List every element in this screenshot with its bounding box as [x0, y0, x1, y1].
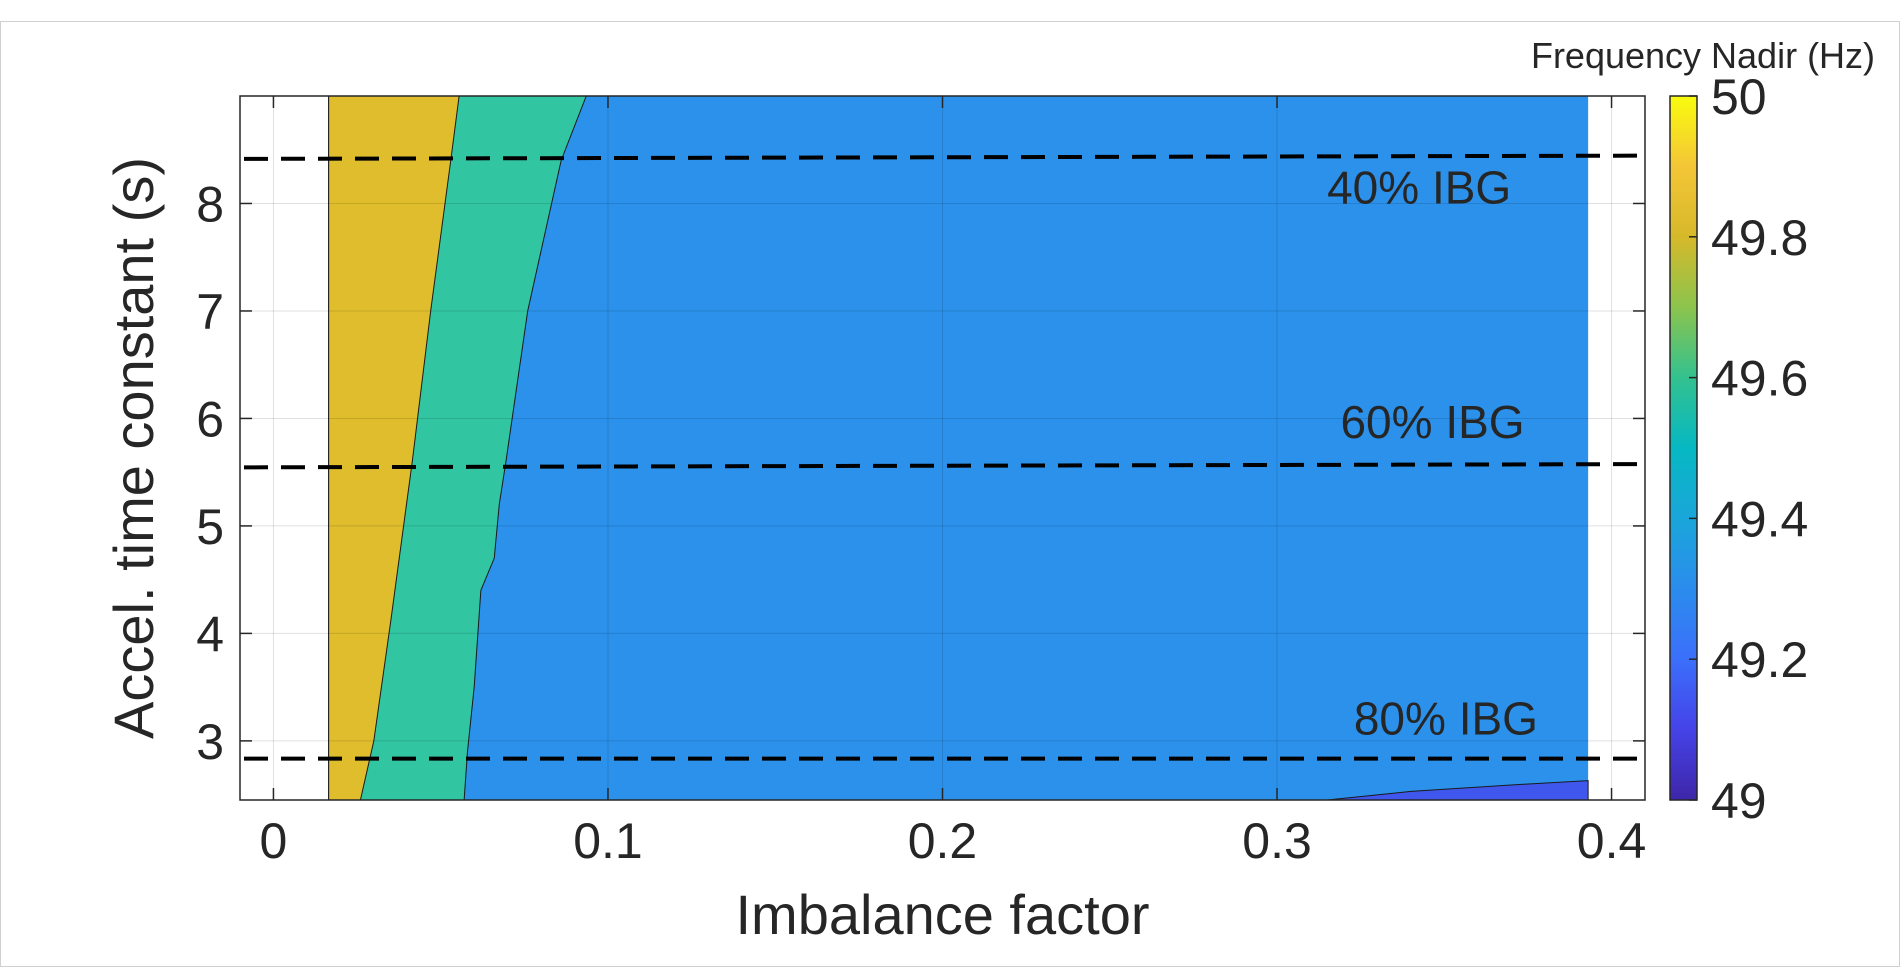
y-axis-label: Accel. time constant (s): [102, 157, 165, 739]
colorbar-bar: [1669, 95, 1698, 801]
colorbar-tick-label: 49.8: [1711, 210, 1808, 266]
x-tick-label: 0: [260, 813, 288, 869]
colorbar-tick-label: 49.2: [1711, 632, 1808, 688]
colorbar-tick-label: 49.4: [1711, 491, 1808, 547]
figure-frame: 0 0.1 0.2 0.3 0.4 3 4 5 6 7 8 40% IBG 60% IBG 80% IBG…: [0, 21, 1900, 967]
y-tick-label: 4: [196, 606, 224, 662]
x-tick-label: 0.3: [1242, 813, 1312, 869]
y-tick-label: 5: [196, 499, 224, 555]
colorbar: 49 49.2 49.4 49.6 49.8 50: [1669, 69, 1808, 829]
colorbar-tick-label: 49: [1711, 773, 1767, 829]
colorbar-tick-label: 49.6: [1711, 351, 1808, 407]
y-tick-label: 3: [196, 714, 224, 770]
y-tick-label: 7: [196, 284, 224, 340]
x-tick-label: 0.1: [573, 813, 643, 869]
reference-line: [243, 462, 1642, 470]
colorbar-tick-label: 50: [1711, 69, 1767, 125]
x-axis-label: Imbalance factor: [736, 883, 1150, 946]
reference-line-label: 80% IBG: [1354, 692, 1538, 744]
reference-line: [243, 153, 1642, 161]
reference-line-label: 40% IBG: [1327, 161, 1511, 213]
x-tick-label: 0.4: [1577, 813, 1647, 869]
y-tick-label: 6: [196, 391, 224, 447]
x-tick-label: 0.2: [908, 813, 978, 869]
y-tick-label: 8: [196, 176, 224, 232]
colorbar-title: Frequency Nadir (Hz): [1531, 35, 1875, 76]
reference-line-label: 60% IBG: [1340, 396, 1524, 448]
contour-chart: 0 0.1 0.2 0.3 0.4 3 4 5 6 7 8 40% IBG 60% IBG 80% IBG…: [102, 35, 1875, 946]
plot-area: 0 0.1 0.2 0.3 0.4 3 4 5 6 7 8 40% IBG 60% IBG 80% IBG: [196, 95, 1647, 869]
